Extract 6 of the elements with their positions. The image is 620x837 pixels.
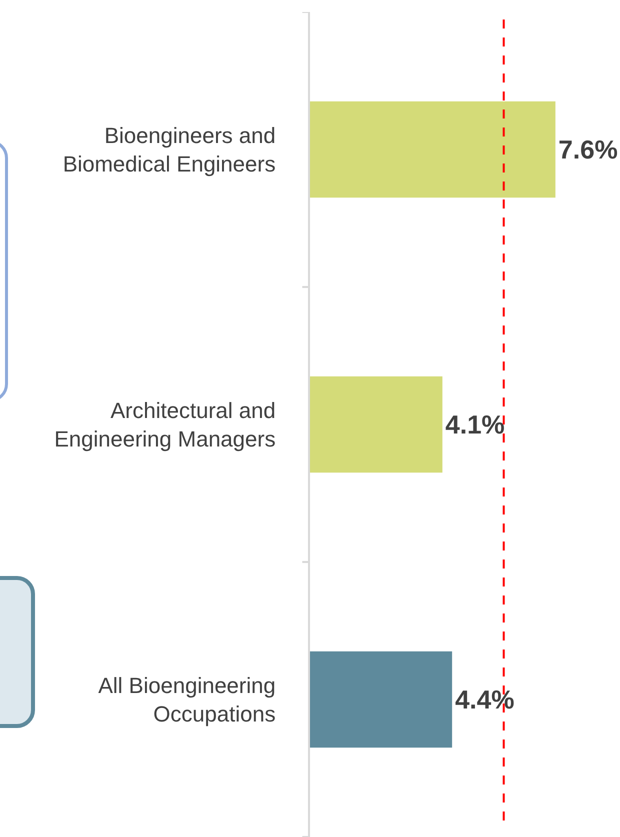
data-label: 4.1% [445,410,505,440]
y-tick-label: All Bioengineering Occupations [98,672,276,726]
data-label: 7.6% [558,134,618,165]
y-tick-label: Bioengineers and Biomedical Engineers [62,122,276,176]
data-label: 4.4% [455,684,514,715]
y-tick-label: Architectural and Engineering Managers [54,398,276,452]
